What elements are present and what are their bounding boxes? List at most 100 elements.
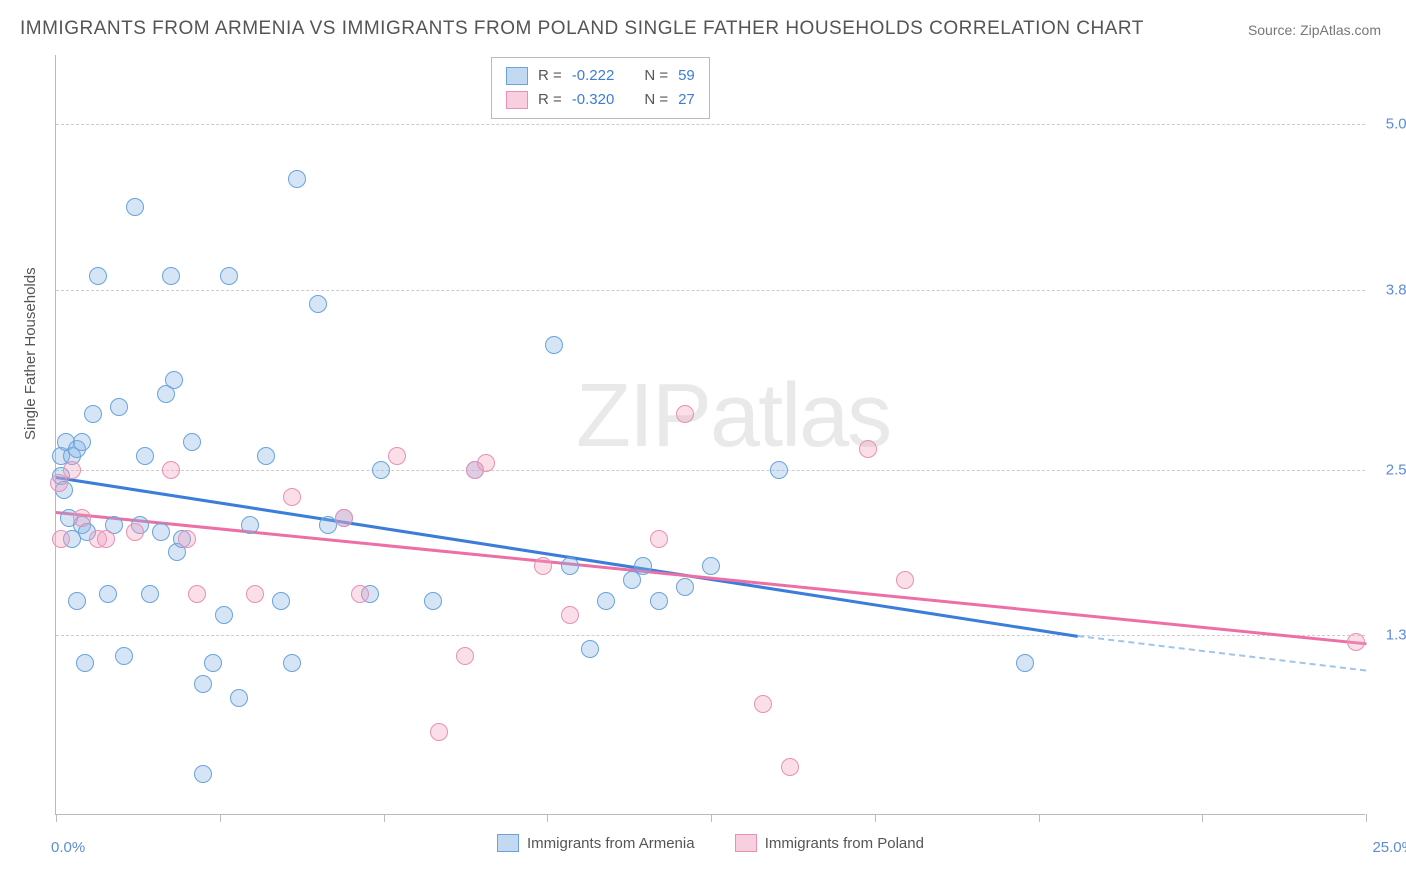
data-point-poland bbox=[859, 440, 877, 458]
x-tick bbox=[56, 814, 57, 822]
data-point-poland bbox=[430, 723, 448, 741]
data-point-armenia bbox=[204, 654, 222, 672]
data-point-poland bbox=[676, 405, 694, 423]
data-point-poland bbox=[388, 447, 406, 465]
y-tick-label: 3.8% bbox=[1386, 281, 1406, 298]
r-value-poland: -0.320 bbox=[572, 88, 615, 112]
data-point-armenia bbox=[126, 198, 144, 216]
data-point-poland bbox=[335, 509, 353, 527]
data-point-armenia bbox=[99, 585, 117, 603]
data-point-armenia bbox=[183, 433, 201, 451]
data-point-armenia bbox=[141, 585, 159, 603]
data-point-poland bbox=[246, 585, 264, 603]
data-point-armenia bbox=[283, 654, 301, 672]
r-value-armenia: -0.222 bbox=[572, 64, 615, 88]
x-tick bbox=[1202, 814, 1203, 822]
data-point-armenia bbox=[89, 267, 107, 285]
data-point-armenia bbox=[372, 461, 390, 479]
data-point-armenia bbox=[136, 447, 154, 465]
data-point-poland bbox=[188, 585, 206, 603]
source-label: Source: bbox=[1248, 22, 1300, 38]
data-point-poland bbox=[283, 488, 301, 506]
chart-title: IMMIGRANTS FROM ARMENIA VS IMMIGRANTS FR… bbox=[20, 18, 1144, 40]
x-tick bbox=[384, 814, 385, 822]
gridline bbox=[56, 635, 1365, 636]
data-point-armenia bbox=[194, 675, 212, 693]
legend-label-armenia: Immigrants from Armenia bbox=[527, 835, 695, 852]
n-value-armenia: 59 bbox=[678, 64, 695, 88]
gridline bbox=[56, 290, 1365, 291]
legend-row-armenia: R = -0.222 N = 59 bbox=[506, 64, 695, 88]
swatch-poland-icon bbox=[506, 91, 528, 109]
data-point-armenia bbox=[76, 654, 94, 672]
data-point-armenia bbox=[165, 371, 183, 389]
gridline bbox=[56, 124, 1365, 125]
data-point-poland bbox=[73, 509, 91, 527]
n-label: N = bbox=[644, 64, 668, 88]
data-point-armenia bbox=[597, 592, 615, 610]
x-tick bbox=[547, 814, 548, 822]
watermark-text: ZIPatlas bbox=[576, 365, 890, 468]
data-point-poland bbox=[126, 523, 144, 541]
data-point-poland bbox=[351, 585, 369, 603]
series-legend: Immigrants from Armenia Immigrants from … bbox=[56, 834, 1365, 856]
data-point-armenia bbox=[115, 647, 133, 665]
data-point-armenia bbox=[73, 433, 91, 451]
r-label: R = bbox=[538, 64, 562, 88]
x-tick-label: 0.0% bbox=[51, 839, 85, 856]
data-point-poland bbox=[456, 647, 474, 665]
x-tick-label: 25.0% bbox=[1372, 839, 1406, 856]
data-point-poland bbox=[97, 530, 115, 548]
data-point-poland bbox=[781, 758, 799, 776]
data-point-poland bbox=[754, 695, 772, 713]
data-point-armenia bbox=[770, 461, 788, 479]
data-point-armenia bbox=[702, 557, 720, 575]
y-tick-label: 1.3% bbox=[1386, 627, 1406, 644]
source-attribution: Source: ZipAtlas.com bbox=[1248, 22, 1381, 38]
data-point-armenia bbox=[581, 640, 599, 658]
x-tick bbox=[875, 814, 876, 822]
data-point-armenia bbox=[424, 592, 442, 610]
data-point-armenia bbox=[272, 592, 290, 610]
data-point-armenia bbox=[215, 606, 233, 624]
swatch-armenia-icon bbox=[497, 834, 519, 852]
data-point-poland bbox=[1347, 633, 1365, 651]
plot-area: ZIPatlas R = -0.222 N = 59 R = -0.320 N … bbox=[55, 55, 1365, 815]
data-point-poland bbox=[896, 571, 914, 589]
x-tick bbox=[1366, 814, 1367, 822]
data-point-armenia bbox=[676, 578, 694, 596]
data-point-armenia bbox=[68, 592, 86, 610]
data-point-armenia bbox=[194, 765, 212, 783]
n-label: N = bbox=[644, 88, 668, 112]
data-point-armenia bbox=[220, 267, 238, 285]
data-point-armenia bbox=[545, 336, 563, 354]
gridline bbox=[56, 470, 1365, 471]
data-point-poland bbox=[477, 454, 495, 472]
data-point-poland bbox=[178, 530, 196, 548]
data-point-armenia bbox=[162, 267, 180, 285]
data-point-armenia bbox=[561, 557, 579, 575]
data-point-armenia bbox=[257, 447, 275, 465]
data-point-poland bbox=[162, 461, 180, 479]
data-point-poland bbox=[534, 557, 552, 575]
data-point-poland bbox=[561, 606, 579, 624]
y-tick-label: 2.5% bbox=[1386, 461, 1406, 478]
correlation-legend: R = -0.222 N = 59 R = -0.320 N = 27 bbox=[491, 57, 710, 119]
data-point-poland bbox=[63, 461, 81, 479]
data-point-armenia bbox=[84, 405, 102, 423]
data-point-armenia bbox=[309, 295, 327, 313]
data-point-armenia bbox=[152, 523, 170, 541]
legend-row-poland: R = -0.320 N = 27 bbox=[506, 88, 695, 112]
swatch-poland-icon bbox=[735, 834, 757, 852]
x-tick bbox=[711, 814, 712, 822]
data-point-poland bbox=[50, 474, 68, 492]
n-value-poland: 27 bbox=[678, 88, 695, 112]
data-point-armenia bbox=[288, 170, 306, 188]
swatch-armenia-icon bbox=[506, 67, 528, 85]
data-point-armenia bbox=[650, 592, 668, 610]
x-tick bbox=[220, 814, 221, 822]
data-point-poland bbox=[650, 530, 668, 548]
data-point-armenia bbox=[241, 516, 259, 534]
x-tick bbox=[1039, 814, 1040, 822]
data-point-armenia bbox=[230, 689, 248, 707]
